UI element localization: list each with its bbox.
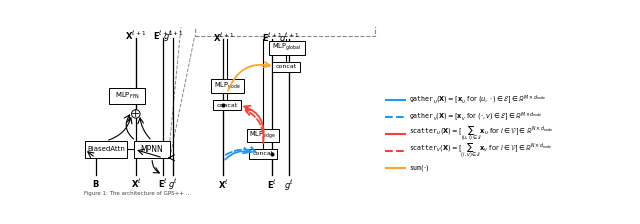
FancyBboxPatch shape <box>249 149 277 159</box>
Text: $\mathrm{MLP_{global}}$: $\mathrm{MLP_{global}}$ <box>273 42 301 53</box>
Text: $\mathtt{scatter}_v(\mathbf{X}) = [\sum_{(i,v)\in\mathcal{E}}\mathbf{x}_v\ \math: $\mathtt{scatter}_v(\mathbf{X}) = [\sum_… <box>410 142 553 160</box>
Text: $g^\ell$: $g^\ell$ <box>284 179 294 193</box>
Text: $\mathbf{E}^\ell$: $\mathbf{E}^\ell$ <box>158 178 168 190</box>
Text: $\mathbf{X}^\ell$: $\mathbf{X}^\ell$ <box>218 179 228 191</box>
Text: $g^{\ell+1}$: $g^{\ell+1}$ <box>279 32 300 46</box>
Text: $\mathtt{gather}_v(\mathbf{X}) = [\mathbf{x}_v\ \mathrm{for}\ (\cdot,v)\in\mathc: $\mathtt{gather}_v(\mathbf{X}) = [\mathb… <box>410 111 543 123</box>
FancyBboxPatch shape <box>269 41 305 55</box>
Text: $\mathrm{MLP_{FFN}}$: $\mathrm{MLP_{FFN}}$ <box>115 91 140 101</box>
Text: MPNN: MPNN <box>141 145 163 154</box>
Text: $\mathtt{gather}_u(\mathbf{X}) = [\mathbf{x}_u\ \mathrm{for}\ (u,\cdot)\in\mathc: $\mathtt{gather}_u(\mathbf{X}) = [\mathb… <box>410 94 547 106</box>
Text: $\mathrm{MLP_{node}}$: $\mathrm{MLP_{node}}$ <box>214 81 241 91</box>
FancyBboxPatch shape <box>134 141 170 158</box>
Text: concat: concat <box>276 64 297 69</box>
Text: $\mathrm{MLP_{edge}}$: $\mathrm{MLP_{edge}}$ <box>250 130 276 141</box>
Text: BiasedAttn: BiasedAttn <box>87 146 125 152</box>
Text: $\mathtt{sum}(\cdot)$: $\mathtt{sum}(\cdot)$ <box>410 163 430 173</box>
FancyBboxPatch shape <box>246 129 279 142</box>
Text: $\mathbf{E}^{\ell+1}$: $\mathbf{E}^{\ell+1}$ <box>153 30 173 42</box>
Text: $\mathbf{X}^\ell$: $\mathbf{X}^\ell$ <box>131 178 141 190</box>
Text: $\mathbf{E}^\ell$: $\mathbf{E}^\ell$ <box>268 179 277 191</box>
Text: $\mathbf{E}^{\ell+1}$: $\mathbf{E}^{\ell+1}$ <box>262 32 282 44</box>
FancyBboxPatch shape <box>211 79 244 93</box>
Text: +: + <box>131 109 141 119</box>
FancyBboxPatch shape <box>84 141 127 158</box>
Text: $\mathbf{B}$: $\mathbf{B}$ <box>92 178 99 189</box>
FancyBboxPatch shape <box>109 88 145 104</box>
FancyBboxPatch shape <box>213 100 241 110</box>
Text: $\mathtt{scatter}_u(\mathbf{X}) = [\sum_{(u,i)\in\mathcal{E}}\mathbf{x}_u\ \math: $\mathtt{scatter}_u(\mathbf{X}) = [\sum_… <box>410 125 554 143</box>
FancyBboxPatch shape <box>272 62 300 71</box>
Text: $\mathbf{X}^{\ell+1}$: $\mathbf{X}^{\ell+1}$ <box>125 30 147 42</box>
Circle shape <box>132 110 140 118</box>
Text: $g^{\ell+1}$: $g^{\ell+1}$ <box>163 30 183 44</box>
Text: concat: concat <box>252 151 273 156</box>
Text: $g^\ell$: $g^\ell$ <box>168 178 178 192</box>
Text: $\mathbf{X}^{\ell+1}$: $\mathbf{X}^{\ell+1}$ <box>212 32 234 44</box>
Text: concat: concat <box>216 103 238 108</box>
Text: Figure 1: The architecture of GPS++ ...: Figure 1: The architecture of GPS++ ... <box>84 191 191 196</box>
